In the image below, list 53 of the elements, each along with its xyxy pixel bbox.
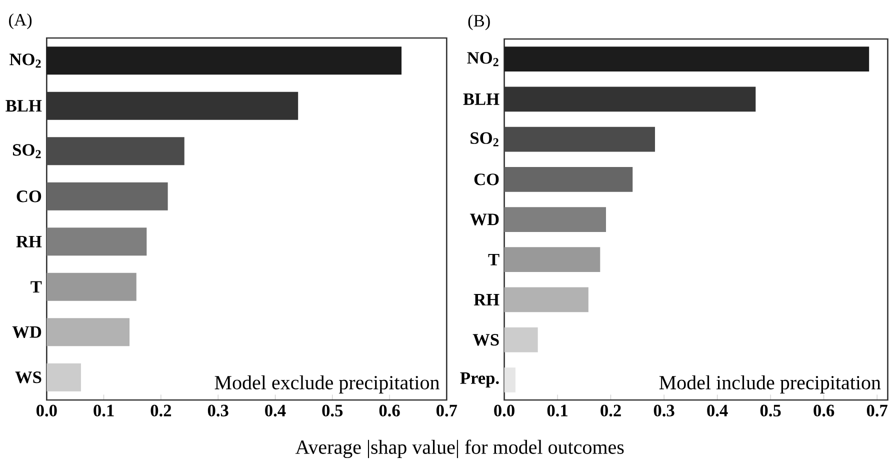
- x-tick-label: 0.7: [866, 404, 888, 416]
- bar: [504, 368, 516, 392]
- x-tick-label: 0.2: [150, 404, 172, 416]
- x-tick-label: 0.5: [760, 404, 781, 416]
- y-tick-label: T: [30, 281, 42, 293]
- bar: [46, 137, 184, 166]
- x-tick-label: 0.2: [600, 404, 621, 416]
- bar: [46, 182, 168, 210]
- bar: [504, 166, 633, 192]
- x-tick-label: 0.4: [707, 404, 728, 416]
- y-tick-label: WD: [470, 214, 499, 226]
- y-tick-label: RH: [16, 236, 42, 248]
- bar: [46, 272, 136, 301]
- bar: [504, 207, 606, 232]
- bar: [504, 126, 655, 152]
- y-tick-label: WS: [15, 372, 42, 384]
- x-tick-label: 0.0: [36, 404, 57, 416]
- y-tick-label: WD: [12, 326, 42, 338]
- bar: [46, 363, 81, 392]
- bar: [504, 327, 538, 352]
- y-tick-label: RH: [474, 294, 500, 306]
- bar: [504, 247, 600, 272]
- y-tick-label: CO: [474, 174, 499, 186]
- y-tick-label: NO$_{2}$: [10, 54, 41, 68]
- bar: [504, 287, 588, 312]
- x-tick-label: 0.6: [379, 404, 400, 416]
- y-tick-label: Prep.: [460, 372, 499, 388]
- x-tick-label: 0.1: [547, 404, 568, 416]
- x-tick-label: 0.4: [265, 404, 286, 416]
- chart-title: (A): [9, 13, 32, 30]
- x-tick-label: 0.6: [814, 404, 834, 416]
- bar: [504, 46, 870, 72]
- y-tick-label: NO$_{2}$: [467, 52, 498, 66]
- y-tick-label: BLH: [463, 93, 500, 105]
- y-tick-label: SO$_{2}$: [470, 132, 498, 146]
- chart-title: (B): [468, 14, 490, 30]
- x-tick-label: 0.1: [94, 404, 114, 416]
- y-tick-label: BLH: [6, 100, 42, 112]
- bar: [46, 228, 147, 256]
- x-tick-label: 0.5: [322, 404, 343, 416]
- x-tick-label: 0.0: [494, 404, 514, 416]
- annotation: Model exclude precipitation: [214, 375, 440, 394]
- x-axis-title: Average |shap value| for model outcomes: [295, 440, 624, 458]
- x-tick-label: 0.7: [436, 404, 458, 416]
- y-tick-label: T: [488, 254, 500, 266]
- annotation: Model include precipitation: [659, 375, 881, 394]
- y-tick-label: SO$_{2}$: [13, 144, 41, 158]
- y-tick-label: WS: [472, 334, 499, 346]
- x-tick-label: 0.3: [208, 404, 228, 416]
- y-tick-label: CO: [16, 190, 42, 202]
- bar: [46, 46, 402, 75]
- x-tick-label: 0.3: [654, 404, 674, 416]
- bar: [46, 318, 130, 346]
